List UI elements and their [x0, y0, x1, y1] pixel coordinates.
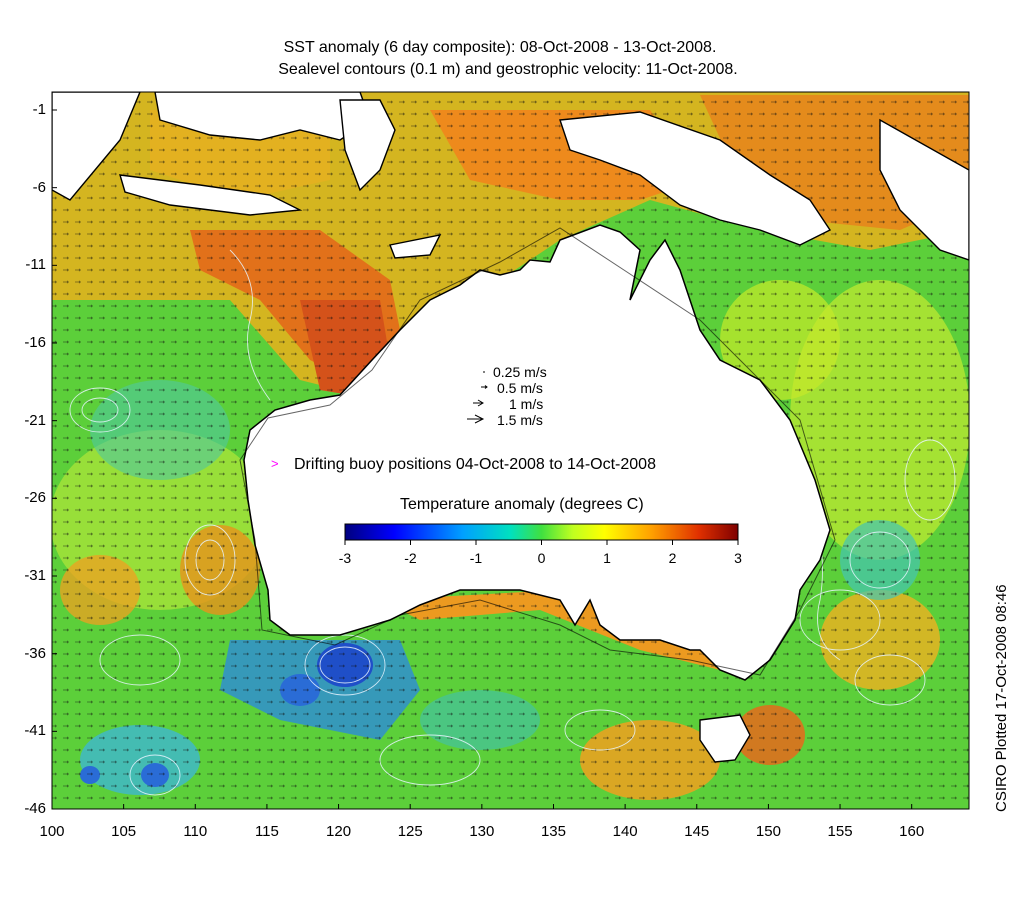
java-land [119, 174, 303, 216]
x-tick-label: 105 [111, 823, 137, 840]
pacific-islands-land [879, 118, 969, 261]
x-tick-label: 125 [397, 823, 423, 840]
australia-land [243, 224, 831, 681]
x-tick-label: 120 [326, 823, 352, 840]
plot-credit: CSIRO Plotted 17-Oct-2008 08:46 [993, 584, 1010, 812]
y-tick-label: -31 [24, 567, 46, 584]
plot-frame [51, 91, 970, 810]
y-tick-label: -41 [24, 722, 46, 740]
velocity-legend-label: 1 m/s [509, 396, 544, 412]
land-north [52, 92, 969, 261]
colorbar-tick-label: 3 [734, 550, 742, 566]
x-tick-label: 145 [684, 823, 710, 840]
x-tick-label: 110 [183, 823, 208, 840]
x-tick-label: 135 [540, 823, 566, 840]
colorbar-tick-marks [344, 540, 739, 545]
y-tick-label: -6 [32, 178, 46, 196]
colorbar-title: Temperature anomaly (degrees C) [400, 496, 644, 513]
velocity-legend-label: 0.5 m/s [497, 380, 543, 396]
map-title-line2: Sealevel contours (0.1 m) and geostrophi… [278, 61, 738, 78]
sumatra-land [52, 92, 141, 201]
velocity-legend-label: 0.25 m/s [493, 364, 547, 380]
sulawesi-land [339, 99, 396, 192]
buoy-legend-label: Drifting buoy positions 04-Oct-2008 to 1… [294, 456, 656, 473]
velocity-legend-arrows [467, 371, 488, 424]
colorbar-tick-label: -3 [338, 550, 352, 566]
x-tick-label: 115 [254, 823, 279, 840]
y-tick-label: -16 [24, 334, 46, 351]
velocity-arrow-0-5 [481, 385, 488, 389]
velocity-arrow-1-5 [467, 414, 485, 424]
velocity-arrow-1 [473, 399, 484, 407]
colorbar-tick-label: 1 [603, 550, 611, 566]
tasmania-land [699, 714, 751, 763]
y-tick-label: -36 [24, 644, 46, 662]
colorbar-tick-label: -2 [404, 550, 417, 566]
x-tick-label: 140 [612, 823, 638, 840]
colorbar [344, 523, 739, 541]
x-tick-label: 150 [755, 823, 781, 840]
y-tick-label: -1 [32, 101, 46, 118]
colorbar-tick-label: 2 [668, 550, 677, 566]
x-tick-label: 155 [827, 823, 853, 840]
buoy-marker-icon: > [271, 456, 279, 471]
x-tick-label: 130 [469, 823, 495, 840]
colorbar-tick-label: -1 [469, 550, 483, 566]
x-tick-label: 100 [39, 823, 65, 840]
colorbar-tick-label: 0 [537, 550, 546, 566]
x-tick-label: 160 [899, 823, 925, 840]
y-tick-label: -46 [24, 800, 46, 817]
velocity-legend-label: 1.5 m/s [497, 412, 543, 428]
y-tick-label: -21 [24, 411, 46, 429]
y-tick-label: -11 [25, 256, 46, 274]
axis-tick-marks [51, 109, 913, 810]
y-tick-label: -26 [24, 489, 46, 507]
new-guinea-land [559, 111, 832, 246]
sst-field [52, 92, 969, 809]
timor-land [389, 234, 442, 259]
map-title-line1: SST anomaly (6 day composite): 08-Oct-20… [283, 39, 717, 56]
shelf-contour [239, 227, 836, 676]
